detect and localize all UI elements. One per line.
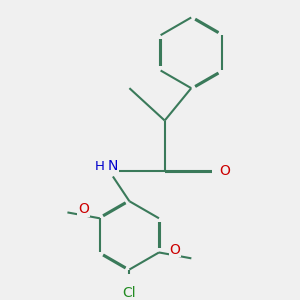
Text: O: O (219, 164, 230, 178)
Text: H: H (95, 160, 105, 173)
Text: N: N (108, 160, 118, 173)
Text: O: O (78, 202, 89, 217)
Text: Cl: Cl (123, 286, 136, 300)
Text: O: O (170, 242, 181, 256)
